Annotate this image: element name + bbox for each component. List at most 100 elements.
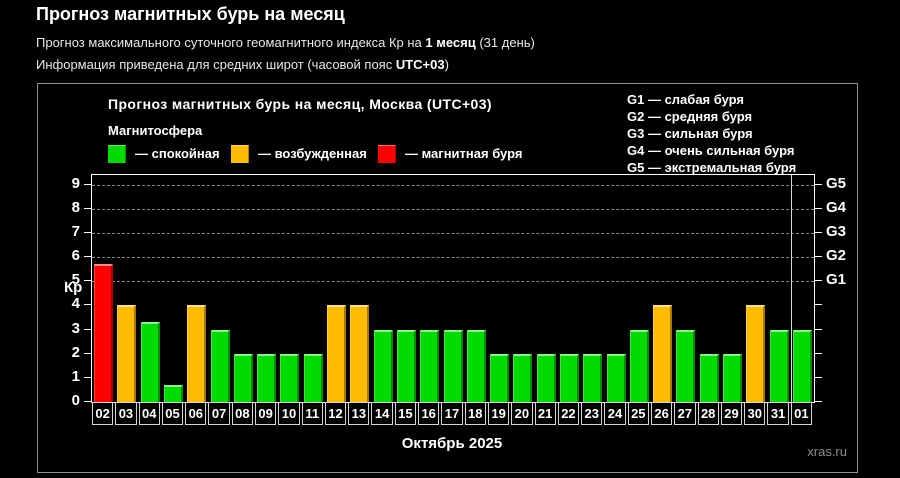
subtitle-2-prefix: Информация приведена для средних широт (… [36,57,396,72]
bar [722,353,742,402]
subtitle-1-bold: 1 месяц [425,35,476,50]
chart-title: Прогноз магнитных бурь на месяц, Москва … [108,96,492,112]
day-label-box: 03 [115,402,137,425]
day-label-box: 14 [371,402,393,425]
bar [327,305,347,402]
day-label-box: 29 [720,402,743,425]
storm-scale-line: G3 — сильная буря [627,126,753,141]
bar [769,329,789,402]
bar [187,305,207,402]
subtitle-line-2: Информация приведена для средних широт (… [36,57,449,72]
day-label-box: 02 [92,402,114,425]
bar [233,353,253,402]
day-label-box: 27 [674,402,696,425]
bar [699,353,719,402]
y-tick-left [84,256,91,258]
bar [443,329,463,402]
x-axis-title: Октябрь 2025 [401,435,503,452]
day-label-box: 26 [650,402,673,425]
bar [420,329,440,402]
day-label-box: 23 [581,402,603,425]
day-label-box: 04 [138,402,160,425]
day-label-box: 22 [557,402,580,425]
legend-title: Магнитосфера [108,123,203,138]
subtitle-2-suffix: ) [444,57,449,72]
y-tick-left [84,328,91,330]
day-label-box: 18 [464,402,486,425]
y-tick-left [84,280,91,282]
bar [490,353,510,402]
subtitle-2-bold: UTC+03 [395,57,445,72]
y-tick-right [815,376,822,378]
day-label-box: 06 [185,402,207,425]
day-label-box: 20 [511,402,533,425]
bar [164,385,184,402]
bar [210,329,230,402]
y-tick-right [815,207,822,209]
bar [653,305,673,402]
y-tick-right [815,304,822,306]
subtitle-line-1: Прогноз максимального суточного геомагни… [36,35,535,50]
day-label-box: 09 [255,402,277,425]
day-label-box: 25 [627,402,649,425]
grid-line [92,281,814,283]
right-axis-label: G5 [826,174,847,192]
right-axis-label: G1 [826,271,847,289]
day-label-box: 17 [441,402,463,425]
page-title: Прогноз магнитных бурь на месяц [36,4,345,24]
y-tick-label: 9 [71,174,80,192]
bar [559,353,579,402]
y-tick-right [815,328,822,330]
day-label-box: 10 [278,402,300,425]
day-label-box: 19 [487,402,510,425]
day-label-box: 11 [301,402,323,425]
y-tick-label: 6 [71,247,80,265]
day-label-box: 31 [767,402,789,425]
storm-scale-line: G5 — экстремальная буря [627,160,797,175]
y-tick-right [815,280,822,282]
y-tick-label: 1 [71,367,80,385]
y-tick-label: 7 [71,222,80,240]
bar [373,329,393,402]
y-tick-left [84,304,91,306]
subtitle-1-suffix: (31 день) [475,35,535,50]
y-tick-right [815,256,822,258]
legend-item: — спокойная [108,144,220,163]
legend-swatch-unsettled [231,144,249,163]
y-tick-left [84,376,91,378]
day-label-box: 05 [161,402,184,425]
storm-scale-line: G4 — очень сильная буря [627,143,795,158]
y-tick-label: 4 [71,295,80,313]
day-label-box: 01 [790,402,812,425]
grid-line [92,257,814,259]
bar [350,305,370,402]
grid-line [92,184,814,186]
legend-swatch-storm [378,144,396,163]
bar [513,353,533,402]
day-label-box: 28 [697,402,719,425]
legend-item: — магнитная буря [378,144,523,163]
y-tick-right [815,352,822,354]
bar [629,329,649,402]
bar [94,264,114,402]
legend-label: — спокойная [135,146,220,161]
right-axis-label: G3 [826,222,847,240]
month-separator-line [790,175,792,402]
y-tick-left [84,401,91,402]
chart-panel: Прогноз магнитных бурь на месяц, Москва … [37,83,858,473]
bar [280,353,300,402]
day-label-box: 16 [418,402,440,425]
y-tick-right [815,401,822,402]
y-tick-left [84,207,91,209]
legend-label: — магнитная буря [405,146,523,161]
day-label-box: 24 [604,402,626,425]
y-tick-right [815,231,822,233]
right-axis-label: G2 [826,247,847,265]
y-tick-label: 3 [71,319,80,337]
y-tick-left [84,231,91,233]
day-label-box: 13 [348,402,370,425]
day-label-box: 21 [534,402,556,425]
subtitle-1-prefix: Прогноз максимального суточного геомагни… [36,35,426,50]
right-axis-label: G4 [826,198,847,216]
